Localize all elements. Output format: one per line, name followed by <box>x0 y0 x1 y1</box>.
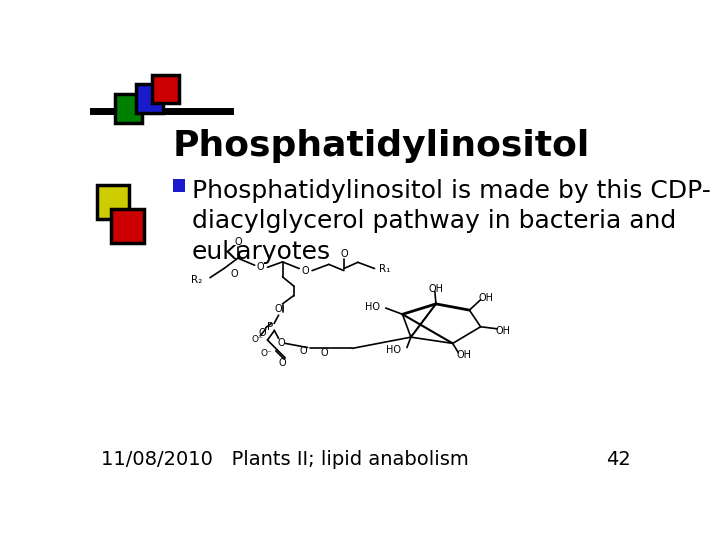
Text: R₁: R₁ <box>379 265 390 274</box>
Text: O⁻: O⁻ <box>251 335 264 344</box>
Text: O: O <box>278 359 286 368</box>
Text: O: O <box>256 262 264 272</box>
Text: OH: OH <box>456 350 472 360</box>
Bar <box>111 208 143 243</box>
Bar <box>115 94 142 123</box>
Text: R₂: R₂ <box>192 275 203 285</box>
Text: O: O <box>277 338 284 348</box>
Text: O: O <box>340 249 348 259</box>
Text: O: O <box>275 305 282 314</box>
Text: Phosphatidylinositol is made by this CDP-
diacylglycerol pathway in bacteria and: Phosphatidylinositol is made by this CDP… <box>192 179 711 264</box>
Text: O: O <box>301 266 309 275</box>
Text: O: O <box>320 348 328 357</box>
Text: O: O <box>234 237 242 247</box>
Text: OH: OH <box>479 293 494 302</box>
Bar <box>96 185 129 219</box>
Text: 42: 42 <box>606 450 631 469</box>
Text: OH: OH <box>495 326 510 336</box>
Text: O: O <box>300 346 307 356</box>
Text: P: P <box>266 322 273 332</box>
Bar <box>153 75 179 103</box>
Text: 11/08/2010   Plants II; lipid anabolism: 11/08/2010 Plants II; lipid anabolism <box>101 450 469 469</box>
Text: O⁻: O⁻ <box>261 349 272 358</box>
Text: Phosphatidylinositol: Phosphatidylinositol <box>173 129 590 163</box>
Text: O: O <box>258 328 266 338</box>
Bar <box>136 84 163 113</box>
Text: OH: OH <box>428 284 444 294</box>
Text: HO: HO <box>387 345 401 355</box>
Text: O: O <box>230 268 238 279</box>
Text: HO: HO <box>365 302 380 312</box>
Bar <box>173 179 185 192</box>
